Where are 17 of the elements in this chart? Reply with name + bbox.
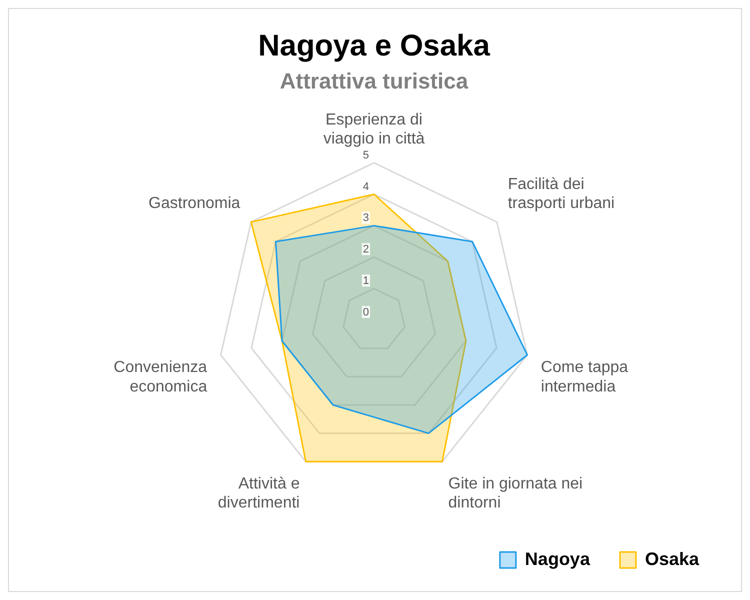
- legend-label: Osaka: [644, 548, 700, 569]
- spoke-label: Esperienza di viaggio in città: [323, 111, 425, 148]
- legend-label: Nagoya: [524, 548, 591, 569]
- y-tick-label: 4: [362, 180, 369, 193]
- spoke-label: Attività e divertimenti: [218, 475, 300, 512]
- y-tick-label: 3: [362, 212, 369, 224]
- spoke-label: Gastronomia: [148, 195, 240, 212]
- spoke-label: Gite in giornata nei dintorni: [448, 475, 583, 512]
- y-tick-label: 5: [362, 149, 369, 162]
- chart-title: Nagoya e Osaka: [258, 29, 490, 62]
- spoke-label: Convenienza economica: [114, 359, 208, 396]
- chart-subtitle: Attrattiva turistica: [280, 68, 469, 94]
- y-tick-label: 0: [362, 306, 369, 319]
- spoke-label: Come tappa intermedia: [540, 359, 628, 396]
- y-tick-label: 2: [362, 244, 369, 256]
- spoke-label: Facilità dei trasporti urbani: [508, 176, 615, 212]
- y-tick-label: 1: [362, 275, 369, 288]
